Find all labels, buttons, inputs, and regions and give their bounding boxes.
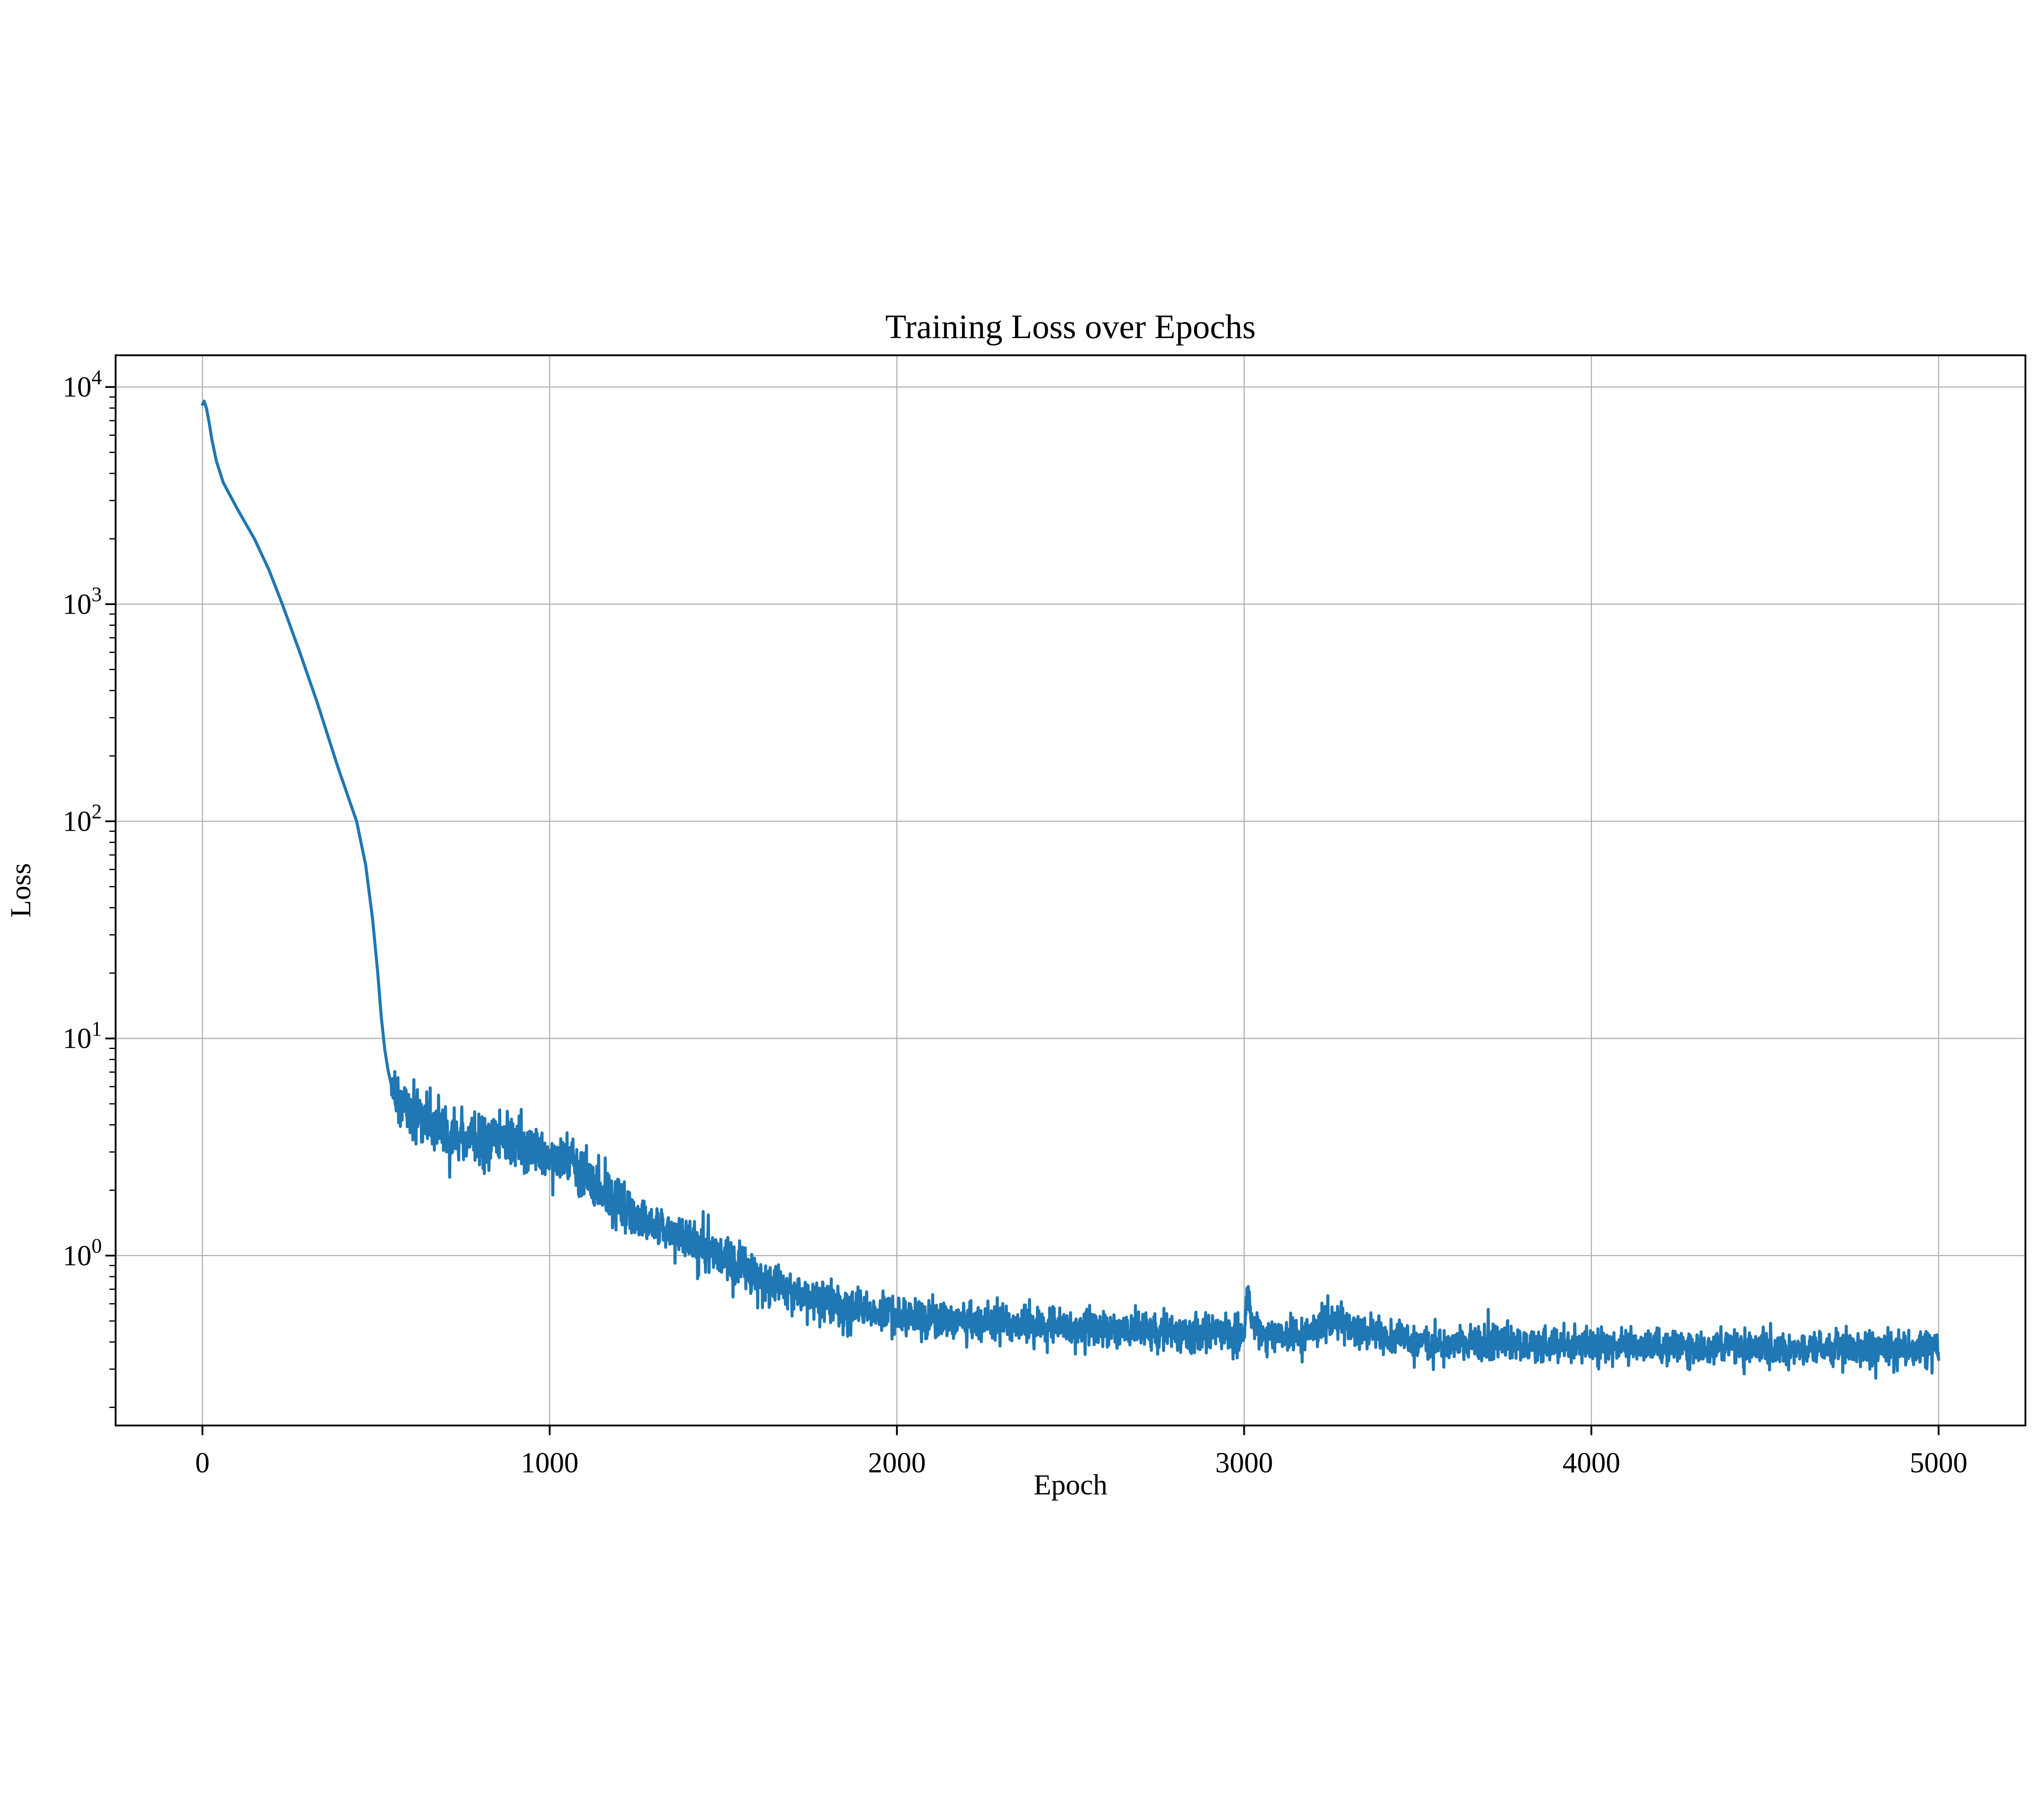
gridlines (115, 355, 2026, 1426)
x-tick-label: 3000 (1215, 1447, 1273, 1479)
loss-curve-layer (201, 399, 1940, 1380)
plot-border (114, 354, 2026, 1427)
x-tick-label: 0 (195, 1447, 210, 1479)
x-axis-label: Epoch (1033, 1469, 1107, 1501)
x-tick-label: 4000 (1562, 1447, 1620, 1479)
y-tick-label: 100 (63, 1235, 102, 1272)
y-tick-label: 104 (63, 366, 102, 403)
chart-title: Training Loss over Epochs (885, 308, 1256, 346)
loss-curve (201, 399, 1940, 1380)
x-tick-label: 1000 (521, 1447, 578, 1479)
x-tick-label: 5000 (1910, 1447, 1968, 1479)
y-tick-label: 102 (63, 800, 102, 837)
axis-ticks (105, 386, 1940, 1435)
y-tick-label: 103 (63, 583, 102, 620)
y-tick-label: 101 (63, 1017, 102, 1054)
y-axis-label: Loss (5, 863, 37, 918)
tick-labels: 0 1000 2000 3000 4000 5000 100 101 102 103 104 (63, 366, 1968, 1479)
x-tick-label: 2000 (868, 1447, 926, 1479)
axes-spines (114, 354, 2026, 1427)
